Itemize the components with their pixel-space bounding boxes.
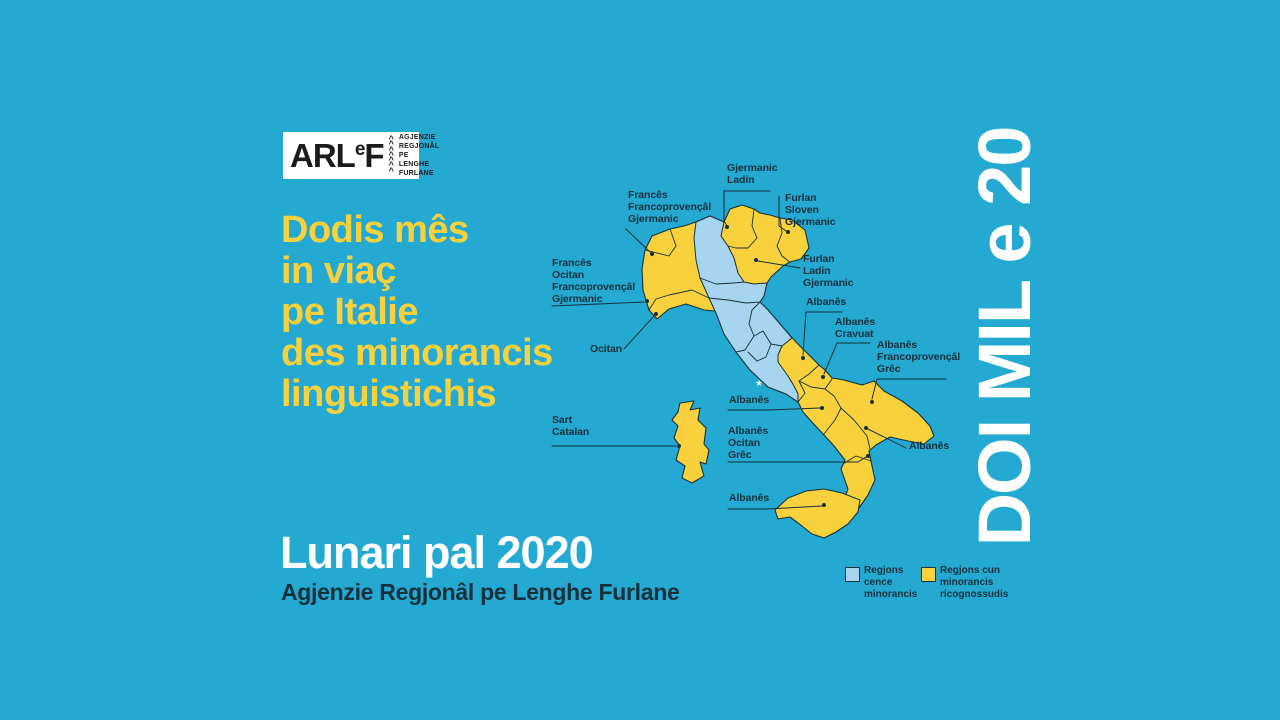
arlef-wordmark-e: e <box>354 139 366 160</box>
map-label-furlan-ladin-gjermanic: Furlan Ladin Gjermanic <box>803 253 854 289</box>
map-label-frances-francoprovencal-gjermanic: Francês Francoprovençâl Gjermanic <box>628 189 712 225</box>
map-label-gjermanic-ladin: Gjermanic Ladin <box>727 162 778 186</box>
arlef-wordmark-prefix: ARL <box>290 137 356 174</box>
arlef-wordmark-suffix: F <box>364 137 384 174</box>
map-label-albanes-ocitan-grec: Albanês Ocitan Grêc <box>728 425 769 461</box>
map-label-albanes-campania: Albanês <box>729 394 770 406</box>
map-label-furlan-sloven-gjermanic: Furlan Sloven Gjermanic <box>785 192 836 228</box>
logo-org-name: AGJENZIE REGJONÂL PE LENGHE FURLANE <box>398 133 440 178</box>
poster-headline: Dodis mês in viaç pe Italie des minoranc… <box>281 209 553 415</box>
sicily-region <box>774 488 861 539</box>
sardinia-region <box>671 400 710 484</box>
legend-swatch-no-minorities <box>845 567 860 582</box>
arlef-logo: ARL e F ^ ^ ^ ^ ^ ^ ^ AGJENZIE REGJONÂL PE… <box>283 132 439 179</box>
vertical-year-text: DOI MIL e 20 <box>963 127 1046 547</box>
map-label-frances-ocitan-francoprovencal-gjermanic: Francês Ocitan Francoprovençâl Gjermanic <box>552 257 636 305</box>
leader-dots <box>645 225 874 507</box>
region-borders <box>644 208 872 465</box>
rome-star-icon: ★ <box>755 379 763 389</box>
legend-label-with-minorities: Regjons cun minorancis ricognossudis <box>940 565 1009 600</box>
map-label-albanes-cravuat: Albanês Cravuat <box>835 316 876 340</box>
map-label-albanes-abruzzo: Albanês <box>806 296 847 308</box>
map-label-sart-catalan: Sart Catalan <box>552 414 590 438</box>
legend-label-no-minorities: Regjons cence minorancis <box>864 565 918 600</box>
map-label-albanes-basilicata: Albanês <box>909 440 950 452</box>
leader-lines <box>551 190 947 510</box>
chevrons-icon: ^ ^ ^ ^ ^ ^ ^ <box>388 134 394 176</box>
central-regions-no-minorities <box>693 215 799 403</box>
poster-footer-subtitle: Agjenzie Regjonâl pe Lenghe Furlane <box>281 579 680 605</box>
poster-footer-title: Lunari pal 2020 <box>280 527 594 578</box>
legend-swatch-with-minorities <box>921 567 936 582</box>
arlef-wordmark: ARL e F <box>290 137 385 174</box>
map-label-albanes-sicilia: Albanês <box>729 492 770 504</box>
map-label-ocitan: Ocitan <box>590 343 623 355</box>
map-label-albanes-francoprovencal-grec: Albanês Francoprovençâl Grêc <box>877 339 961 375</box>
